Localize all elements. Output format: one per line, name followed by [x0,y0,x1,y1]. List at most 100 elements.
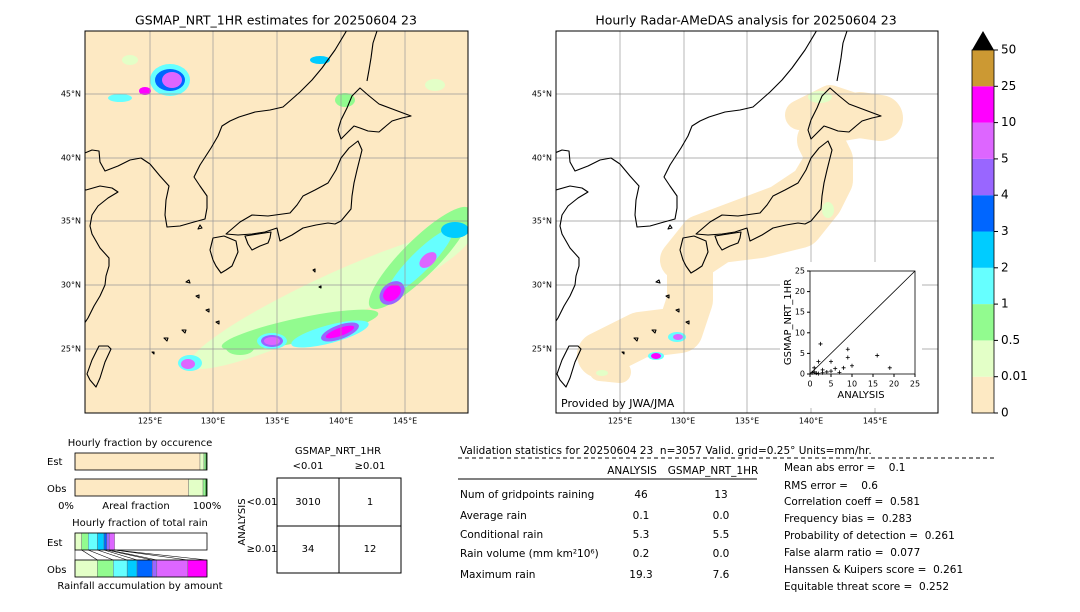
scatter-point [818,341,823,346]
colorbar-extension [972,31,994,50]
lat-label: 35°N [61,217,81,226]
scatter-point [850,363,854,368]
lat-label: 30°N [61,281,81,290]
occurrence-segment [202,478,206,497]
scatter-x-label: ANALYSIS [837,390,884,401]
validation-value: 13 [714,489,727,501]
validation-value: 0.2 [633,548,650,560]
validation-value: 0.0 [713,548,730,560]
lon-label: 125°E [608,417,632,426]
lat-label: 40°N [61,154,81,163]
colorbar-segment [972,231,994,268]
scatter-point [841,365,846,370]
contingency-cell: 1 [367,497,373,508]
validation-row-label: Rain volume (mm km²10⁶) [460,548,599,560]
scatter-point [845,355,850,360]
lat-lon-grid [556,31,938,413]
x-tick-label: 15 [868,380,878,389]
occurrence-segment [199,452,205,471]
credit: Provided by JWA/JMA [561,397,675,410]
fan-line [114,549,188,561]
contingency-cell: 3010 [295,497,320,508]
right-map-title: Hourly Radar-AMeDAS analysis for 2025060… [595,13,896,28]
validation-value: 19.3 [629,569,652,581]
validation-value: 5.3 [633,529,650,541]
lat-label: 35°N [532,217,552,226]
total-rain-segment [187,559,208,578]
contingency-row-header: <0.01 [247,497,278,508]
colorbar-segment [972,267,994,305]
total-rain-segment [81,532,89,551]
fan-line [81,549,98,561]
validation-score: RMS error = 0.6 [784,480,878,492]
contingency-cell: 34 [302,544,315,555]
colorbar-segment [972,304,994,341]
scatter-point [829,359,833,364]
colorbar-label: 10 [1001,115,1016,129]
total-rain-segment [109,532,115,551]
colorbar-label: 1 [1001,297,1009,311]
total-rain-segment [97,559,114,578]
total-rain-segment [126,559,138,578]
validation-row-label: Maximum rain [460,569,535,581]
total-rain-segment [152,559,158,578]
fan-line [97,549,128,561]
lat-label: 25°N [532,345,552,354]
scatter-point [887,365,892,370]
colorbar-segment [972,50,994,87]
lat-lon-grid [85,31,468,413]
total-rain-row: Est [47,538,63,549]
validation-score: Correlation coeff = 0.581 [784,496,920,508]
occurrence-segment [74,452,201,471]
validation-score: False alarm ratio = 0.077 [784,547,920,559]
y-tick-label: 15 [795,308,805,317]
validation-value: 5.5 [713,529,730,541]
colorbar-segment [972,195,994,232]
validation-score: Hanssen & Kuipers score = 0.261 [784,564,963,576]
validation-header: Validation statistics for 20250604 23 n=… [460,445,872,457]
map-frame [84,30,469,414]
total-rain-segment [74,559,98,578]
validation-row-label: Conditional rain [460,529,543,541]
lat-label: 30°N [532,281,552,290]
total-rain-title: Hourly fraction of total rain [72,518,208,529]
left-map-title: GSMAP_NRT_1HR estimates for 20250604 23 [135,13,417,28]
colorbar-label: 0 [1001,406,1009,420]
colorbar-label: 50 [1001,43,1016,57]
colorbar-segment [972,158,994,196]
lon-label: 125°E [138,417,162,426]
total-rain-row: Obs [47,565,66,576]
scatter-point [816,359,821,364]
lon-label: 145°E [393,417,417,426]
validation-value: 0.1 [633,510,650,522]
lat-label: 25°N [61,345,81,354]
colorbar-label: 25 [1001,79,1016,93]
occurrence-segment [188,478,204,497]
contingency-col-header: ≥0.01 [355,461,386,472]
x-tick-label: 0 [807,380,812,389]
occurrence-row: Obs [47,484,66,495]
y-tick-label: 5 [800,349,805,358]
colorbar-label: 0.5 [1001,333,1020,347]
occurrence-title: Hourly fraction by occurence [68,438,212,449]
scatter-point [810,370,815,375]
y-tick-label: 25 [795,267,805,276]
colorbar-segment [972,122,994,159]
lon-label: 140°E [329,417,353,426]
left-map [85,31,468,413]
lat-label: 40°N [532,154,552,163]
total-rain-segment [87,532,98,551]
colorbar-label: 2 [1001,260,1009,274]
x-tick-label: 20 [889,380,899,389]
validation-col-header: GSMAP_NRT_1HR [668,465,759,477]
occurrence-segment [203,452,207,471]
scatter-point [845,347,850,352]
fan-line [88,549,114,561]
validation-value: 7.6 [713,569,730,581]
colorbar-segment [972,340,994,377]
total-rain-segment [97,532,105,551]
validation-score: Probability of detection = 0.261 [784,530,955,542]
contingency-col-header: <0.01 [293,461,324,472]
scatter-point [820,370,825,375]
